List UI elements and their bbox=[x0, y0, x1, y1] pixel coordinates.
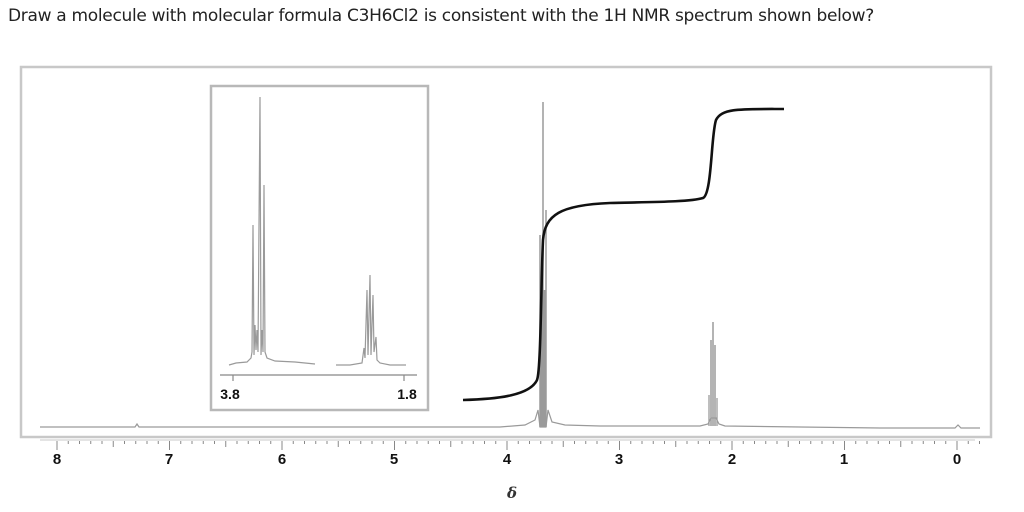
inset-quintet-baseline bbox=[336, 274, 406, 366]
x-tick-labels: 8 7 6 5 4 3 2 1 0 bbox=[53, 451, 961, 468]
spectrum-baseline bbox=[40, 409, 980, 429]
inset-tick-label-left: 3.8 bbox=[220, 386, 240, 402]
peak-quintet-2.17 bbox=[708, 322, 718, 426]
tick-label-3: 3 bbox=[615, 451, 623, 468]
inset-frame bbox=[209, 84, 430, 412]
inset-expansion: 3.8 1.8 bbox=[209, 84, 430, 412]
integration-curve bbox=[462, 107, 785, 402]
x-axis bbox=[40, 439, 980, 450]
tick-label-1: 1 bbox=[840, 451, 848, 468]
chart-frame bbox=[19, 65, 993, 439]
inset-tick-label-right: 1.8 bbox=[397, 386, 417, 402]
tick-label-2: 2 bbox=[728, 451, 736, 468]
x-axis-label-delta: δ bbox=[506, 484, 517, 502]
tick-label-8: 8 bbox=[53, 451, 61, 468]
tick-label-4: 4 bbox=[503, 451, 512, 468]
tick-label-0: 0 bbox=[953, 451, 961, 468]
tick-label-7: 7 bbox=[165, 451, 173, 468]
inset-triplet-baseline bbox=[228, 96, 316, 366]
tick-label-6: 6 bbox=[278, 451, 286, 468]
tick-label-5: 5 bbox=[390, 451, 398, 468]
question-text: Draw a molecule with molecular formula C… bbox=[8, 6, 874, 26]
